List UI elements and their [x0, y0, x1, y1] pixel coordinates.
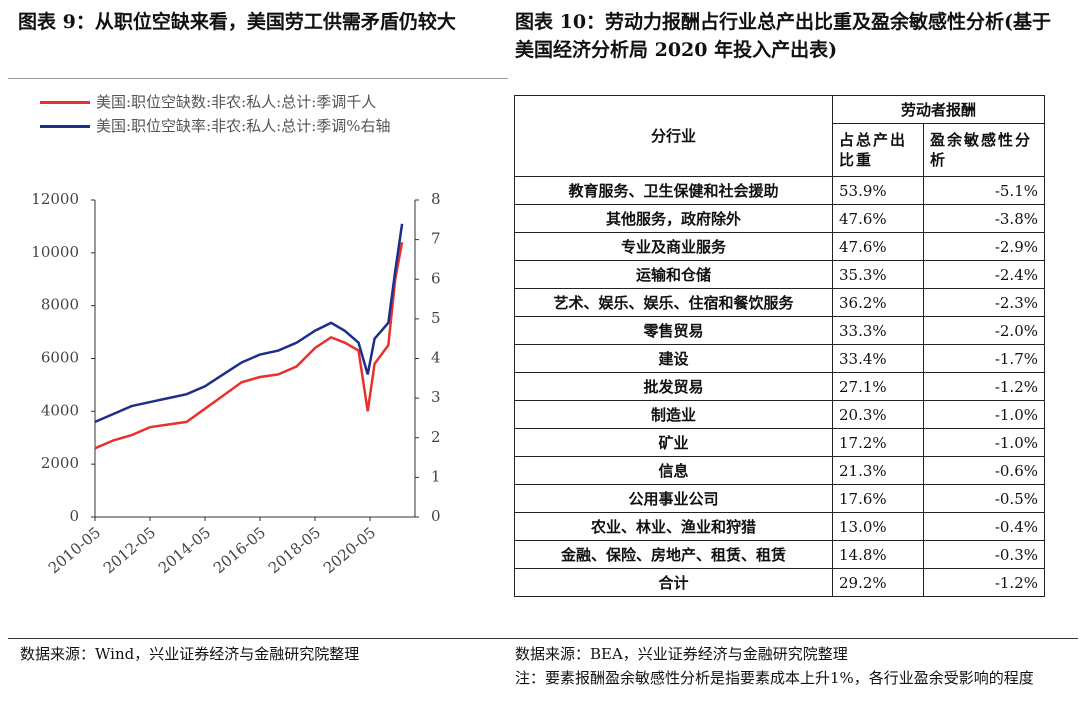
table-cell: 农业、林业、渔业和狩猎 [514, 512, 833, 541]
chart: 0 2000 4000 6000 8000 10000 12000 0 1 2 3 4 5 6 7 8 2010… [31, 190, 441, 577]
table-cell: 制造业 [514, 400, 833, 429]
x-tick-label: 2018-05 [265, 523, 324, 577]
left-title: 图表 9：从职位空缺来看，美国劳工供需矛盾仍较大 [18, 11, 456, 33]
x-tick-label: 2012-05 [100, 523, 159, 577]
legend-swatch [40, 125, 90, 128]
legend-item: 美国:职位空缺率:非农:私人:总计:季调%右轴 [40, 116, 460, 136]
legend-label: 美国:职位空缺数:非农:私人:总计:季调千人 [96, 93, 377, 111]
x-tick-label: 2010-05 [45, 523, 104, 577]
table-cell: 17.6% [832, 484, 924, 513]
table-cell: 批发贸易 [514, 372, 833, 401]
right-title: 图表 10：劳动力报酬占行业总产出比重及盈余敏感性分析(基于美国经济分析局 20… [515, 11, 1052, 61]
table-cell: -2.9% [923, 232, 1045, 261]
table-cell: -0.4% [923, 512, 1045, 541]
table-cell: 35.3% [832, 260, 924, 289]
table-cell: 29.2% [832, 568, 924, 597]
table-cell: -1.2% [923, 568, 1045, 597]
table-cell: 36.2% [832, 288, 924, 317]
table-cell: 矿业 [514, 428, 833, 457]
x-tick-label: 2016-05 [210, 523, 269, 577]
y2-tick-label: 7 [431, 230, 441, 248]
legend: 美国:职位空缺数:非农:私人:总计:季调千人 美国:职位空缺率:非农:私人:总计:… [40, 92, 460, 140]
y-tick-label: 10000 [31, 243, 79, 261]
y-tick-label: 0 [69, 507, 79, 525]
y2-tick-label: 4 [431, 349, 441, 367]
table-cell: -0.5% [923, 484, 1045, 513]
y-tick-label: 6000 [41, 349, 79, 367]
line [94, 242, 404, 450]
table-cell: 33.3% [832, 316, 924, 345]
table-cell: 盈余敏感性分析 [923, 123, 1045, 177]
table-cell: -0.3% [923, 540, 1045, 569]
table-cell: 27.1% [832, 372, 924, 401]
table-cell: 47.6% [832, 204, 924, 233]
table-cell: -1.0% [923, 400, 1045, 429]
y-tick-label: 2000 [41, 454, 79, 472]
table-cell: -1.0% [923, 428, 1045, 457]
table-cell: 13.0% [832, 512, 924, 541]
rule [8, 638, 1078, 639]
right-source: 数据来源：BEA，兴业证券经济与金融研究院整理 [515, 645, 848, 663]
table-cell: 47.6% [832, 232, 924, 261]
table-cell: 专业及商业服务 [514, 232, 833, 261]
table-cell: 信息 [514, 456, 833, 485]
y-tick-label: 4000 [41, 401, 79, 419]
table-cell: -1.7% [923, 344, 1045, 373]
table-cell: 艺术、娱乐、娱乐、住宿和餐饮服务 [514, 288, 833, 317]
table-cell: -2.3% [923, 288, 1045, 317]
y-tick-label: 12000 [31, 190, 79, 208]
table-cell: 其他服务，政府除外 [514, 204, 833, 233]
y2-tick-label: 0 [431, 507, 441, 525]
y2-tick-label: 1 [431, 467, 441, 485]
table-cell: 合计 [514, 568, 833, 597]
y2-tick-label: 8 [431, 190, 441, 208]
x-tick-label: 2014-05 [155, 523, 214, 577]
y2-tick-label: 3 [431, 388, 441, 406]
table-cell: 劳动者报酬 [832, 95, 1045, 124]
table-cell: -2.0% [923, 316, 1045, 345]
table-cell: 14.8% [832, 540, 924, 569]
table-cell: -0.6% [923, 456, 1045, 485]
table: 分行业 劳动者报酬 占总产出比重 盈余敏感性分析教育服务、卫生保健和社会援助 53.9%… [514, 95, 1045, 597]
legend-swatch [40, 101, 90, 104]
table-cell: 20.3% [832, 400, 924, 429]
left-source: 数据来源：Wind，兴业证券经济与金融研究院整理 [20, 645, 360, 663]
table-cell: 教育服务、卫生保健和社会援助 [514, 176, 833, 205]
table-cell: 零售贸易 [514, 316, 833, 345]
y2-tick-label: 5 [431, 309, 441, 327]
legend-item: 美国:职位空缺数:非农:私人:总计:季调千人 [40, 92, 460, 112]
table-cell: 21.3% [832, 456, 924, 485]
table-cell: -3.8% [923, 204, 1045, 233]
table-cell: -5.1% [923, 176, 1045, 205]
table-cell: 17.2% [832, 428, 924, 457]
table-cell: 金融、保险、房地产、租赁、租赁 [514, 540, 833, 569]
table-cell: 占总产出比重 [832, 123, 924, 177]
line [94, 223, 404, 424]
x-tick-label: 2020-05 [320, 523, 379, 577]
y2-tick-label: 2 [431, 428, 441, 446]
right-note: 注：要素报酬盈余敏感性分析是指要素成本上升1%，各行业盈余受影响的程度 [515, 669, 1034, 687]
table-cell: 33.4% [832, 344, 924, 373]
table-cell: 建设 [514, 344, 833, 373]
chart-frame [8, 78, 508, 639]
table-cell: 公用事业公司 [514, 484, 833, 513]
legend-label: 美国:职位空缺率:非农:私人:总计:季调%右轴 [96, 117, 391, 135]
table-cell: -1.2% [923, 372, 1045, 401]
table-cell: -2.4% [923, 260, 1045, 289]
table-cell: 53.9% [832, 176, 924, 205]
table-cell: 分行业 [514, 95, 833, 177]
y-tick-label: 8000 [41, 296, 79, 314]
table-cell: 运输和仓储 [514, 260, 833, 289]
y2-tick-label: 6 [431, 269, 441, 287]
